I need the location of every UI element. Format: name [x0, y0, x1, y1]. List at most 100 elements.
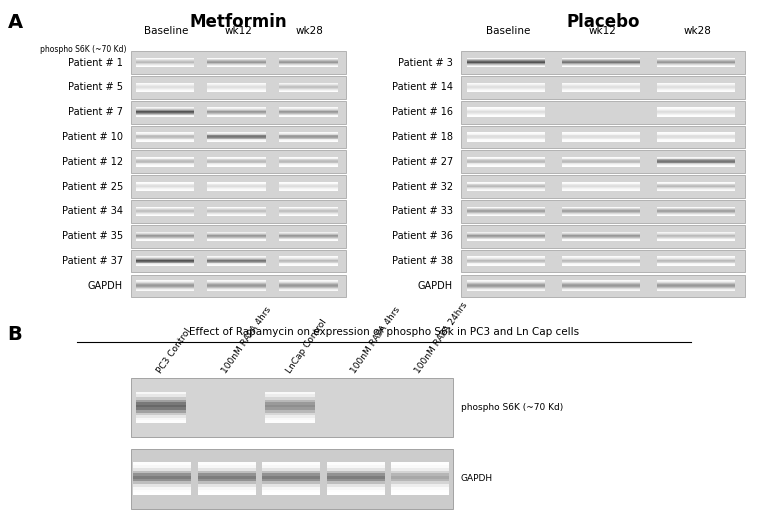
Bar [207, 232, 266, 233]
Bar [657, 141, 734, 142]
Bar [562, 213, 640, 214]
Bar [136, 400, 186, 402]
Bar [279, 258, 338, 259]
Bar [207, 85, 266, 86]
Bar [468, 162, 545, 163]
Text: Patient # 5: Patient # 5 [68, 82, 123, 92]
Bar [262, 487, 320, 489]
Bar [133, 479, 191, 482]
Bar [279, 139, 338, 140]
Bar [207, 88, 266, 89]
Bar [461, 200, 745, 223]
Bar [326, 493, 385, 495]
Bar [279, 260, 338, 261]
Bar [136, 288, 194, 289]
Bar [136, 159, 194, 161]
Bar [468, 208, 545, 209]
Bar [197, 479, 256, 482]
Text: B: B [8, 325, 22, 344]
Bar [657, 135, 734, 136]
Bar [207, 190, 266, 191]
Bar [131, 250, 346, 272]
Bar [131, 225, 346, 248]
Bar [461, 76, 745, 99]
Bar [279, 185, 338, 186]
Bar [265, 408, 315, 410]
Bar [468, 182, 545, 183]
Bar [468, 135, 545, 136]
Bar [279, 116, 338, 117]
Bar [279, 235, 338, 237]
Bar [279, 58, 338, 59]
Text: Patient # 36: Patient # 36 [392, 231, 453, 241]
Text: wk12: wk12 [589, 26, 617, 36]
Bar [326, 482, 385, 484]
Bar [279, 115, 338, 116]
Bar [133, 476, 191, 479]
Bar [136, 59, 194, 60]
Bar [657, 257, 734, 258]
Bar [136, 186, 194, 187]
Bar [562, 285, 640, 286]
Bar [279, 113, 338, 114]
Bar [461, 150, 745, 173]
Bar [279, 184, 338, 185]
Bar [657, 236, 734, 237]
Bar [279, 263, 338, 264]
Bar [207, 113, 266, 114]
Bar [279, 280, 338, 281]
Bar [657, 289, 734, 290]
Bar [136, 188, 194, 189]
Bar [136, 408, 186, 410]
Bar [657, 282, 734, 283]
Bar [562, 263, 640, 264]
Bar [207, 284, 266, 285]
Bar [136, 84, 194, 85]
Bar [133, 489, 191, 493]
Bar [279, 83, 338, 84]
Bar [468, 116, 545, 117]
Bar [468, 138, 545, 139]
Bar [657, 214, 734, 215]
Bar [562, 138, 640, 139]
Bar [207, 111, 266, 112]
Bar [279, 110, 338, 111]
Text: Baseline: Baseline [144, 26, 189, 36]
Bar [562, 158, 640, 159]
Bar [131, 76, 346, 99]
Text: Metformin: Metformin [189, 13, 287, 31]
Bar [562, 59, 640, 60]
Bar [468, 214, 545, 215]
Bar [265, 392, 315, 394]
Text: phospho S6K (~70 Kd): phospho S6K (~70 Kd) [40, 44, 127, 54]
Bar [657, 90, 734, 91]
Bar [657, 284, 734, 285]
Bar [562, 212, 640, 213]
Bar [262, 489, 320, 493]
Bar [391, 493, 449, 495]
Bar [657, 60, 734, 61]
Bar [461, 175, 745, 198]
Bar [657, 186, 734, 187]
Bar [136, 63, 194, 64]
Bar [279, 259, 338, 260]
Bar [279, 164, 338, 165]
Bar [136, 264, 194, 265]
Text: Placebo: Placebo [566, 13, 640, 31]
Bar [657, 138, 734, 139]
Bar [136, 207, 194, 208]
Bar [136, 237, 194, 238]
Bar [657, 211, 734, 212]
Bar [562, 136, 640, 137]
Bar [279, 140, 338, 141]
Bar [657, 111, 734, 112]
Bar [207, 116, 266, 117]
Bar [207, 187, 266, 188]
Bar [207, 282, 266, 283]
Bar [207, 114, 266, 115]
Bar [468, 161, 545, 162]
Bar [657, 86, 734, 87]
Bar [136, 282, 194, 283]
Text: GAPDH: GAPDH [88, 281, 123, 291]
Bar [657, 87, 734, 88]
